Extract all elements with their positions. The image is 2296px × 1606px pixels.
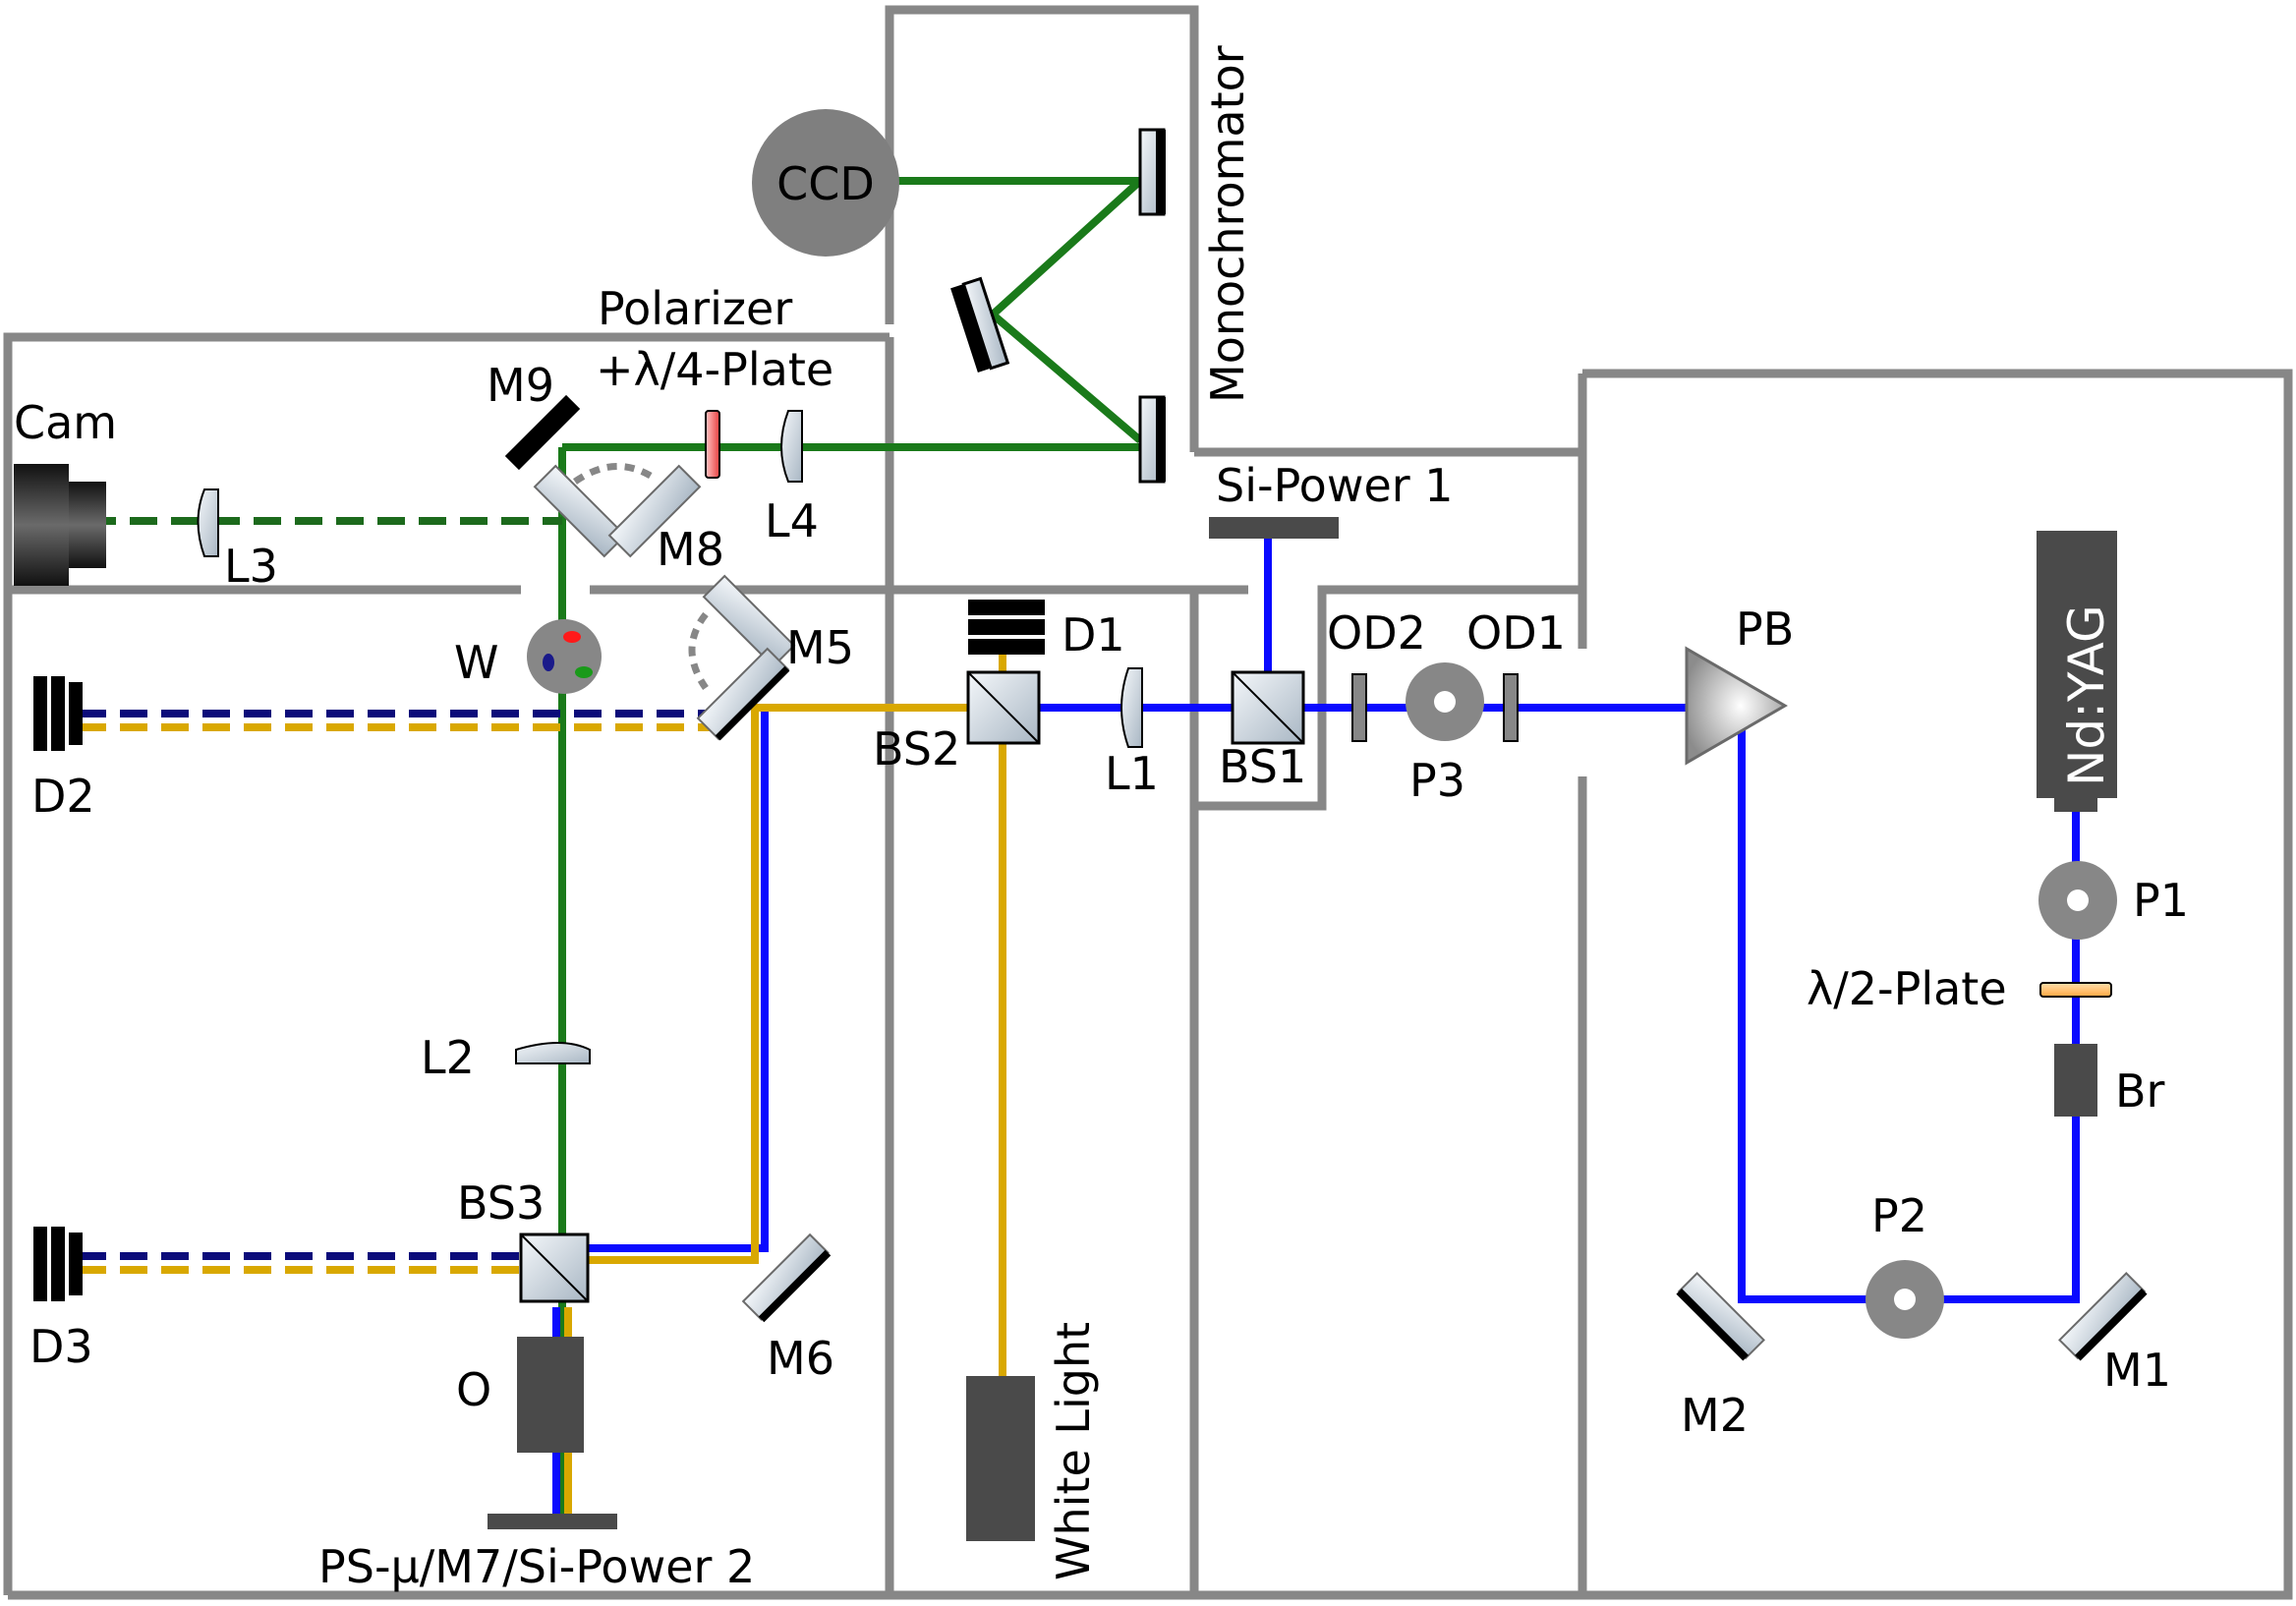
w-label: W [454, 636, 498, 689]
m6-label: M6 [767, 1332, 834, 1385]
pinhole-p1: P1 [2038, 861, 2189, 940]
white-light-label: White Light [1047, 1322, 1100, 1580]
beamsplitter-bs2: BS2 [873, 670, 1041, 775]
flip-mirror-m5-b [696, 647, 790, 741]
half-plate-label: λ/2-Plate [1807, 962, 2007, 1015]
m2-label: M2 [1681, 1389, 1749, 1442]
detector-d1: D1 [968, 600, 1125, 661]
mirror-m2 [1676, 1272, 1765, 1361]
cam-label: Cam [14, 396, 117, 449]
flip-arrow-m8 [572, 463, 660, 485]
enclosure-walls [3, 5, 2293, 1600]
detector-d2: D2 [31, 676, 95, 823]
p1-label: P1 [2133, 874, 2189, 927]
pinhole-p2: P2 [1866, 1189, 1944, 1339]
quarter-plate-label: +λ/4-Plate [596, 343, 833, 396]
beamsplitter-bs1: BS1 [1219, 670, 1306, 793]
beam-expander-br [2054, 1044, 2097, 1117]
l3-label: L3 [224, 540, 278, 593]
od2-label: OD2 [1327, 606, 1426, 660]
l4-label: L4 [765, 494, 819, 547]
monochromator-mirror-bottom [1138, 395, 1166, 484]
lens-l4 [780, 410, 803, 483]
d3-label: D3 [29, 1320, 93, 1373]
m1-label: M1 [2103, 1344, 2171, 1397]
sample-stage [488, 1514, 617, 1529]
detector-d3: D3 [29, 1227, 93, 1373]
white-light-source [966, 1376, 1035, 1541]
m5-label: M5 [786, 621, 854, 674]
mirror-m1 [2058, 1272, 2148, 1361]
m9-label: M9 [487, 359, 554, 412]
p3-label: P3 [1409, 754, 1465, 807]
si-power-1-sensor [1209, 517, 1339, 539]
flip-mirror-m8-b [607, 464, 702, 558]
m8-label: M8 [657, 523, 724, 576]
bs2-label: BS2 [873, 722, 960, 775]
monochromator-mirror-top [1138, 128, 1166, 216]
nd-filter-od2 [1351, 673, 1367, 742]
filter-wheel-w: W [454, 619, 602, 694]
d1-label: D1 [1062, 608, 1125, 661]
o-label: O [456, 1363, 491, 1416]
flip-arrow-m5 [688, 611, 709, 691]
pellin-broca-prism: PB [1685, 602, 1794, 766]
l1-label: L1 [1105, 747, 1159, 800]
half-wave-plate [2039, 982, 2112, 998]
ccd-label: CCD [776, 157, 875, 210]
si-power-1-label: Si-Power 1 [1216, 459, 1454, 512]
nd-yag-label: Nd:YAG [2058, 604, 2115, 786]
lens-l2 [515, 1042, 591, 1064]
ccd-detector: CCD [752, 109, 899, 257]
nd-filter-od1 [1503, 673, 1519, 742]
od1-label: OD1 [1466, 606, 1566, 660]
polarizer-plate [705, 410, 720, 479]
mirror-m6 [741, 1233, 832, 1323]
polarizer-label: Polarizer [598, 282, 792, 335]
flip-mirror-m5-a [702, 574, 796, 668]
nd-yag-laser: Nd:YAG [2037, 531, 2117, 812]
lens-l3 [197, 488, 219, 557]
flip-mirror-m8-a [533, 464, 627, 558]
p2-label: P2 [1871, 1189, 1927, 1242]
d2-label: D2 [31, 770, 95, 823]
bs1-label: BS1 [1219, 740, 1306, 793]
br-label: Br [2115, 1064, 2165, 1118]
diffraction-grating [950, 276, 1010, 373]
beamsplitter-bs3: BS3 [457, 1176, 590, 1303]
monochromator-label: Monochromator [1201, 45, 1254, 403]
pb-label: PB [1736, 602, 1794, 656]
pinhole-p3: P3 [1406, 662, 1484, 807]
ps-label: PS-μ/M7/Si-Power 2 [318, 1540, 755, 1593]
camera: Cam [14, 396, 117, 586]
mirror-m9 [504, 394, 581, 471]
bs3-label: BS3 [457, 1176, 545, 1230]
objective-o [517, 1337, 584, 1453]
lens-l1 [1120, 667, 1143, 748]
l2-label: L2 [421, 1031, 475, 1084]
